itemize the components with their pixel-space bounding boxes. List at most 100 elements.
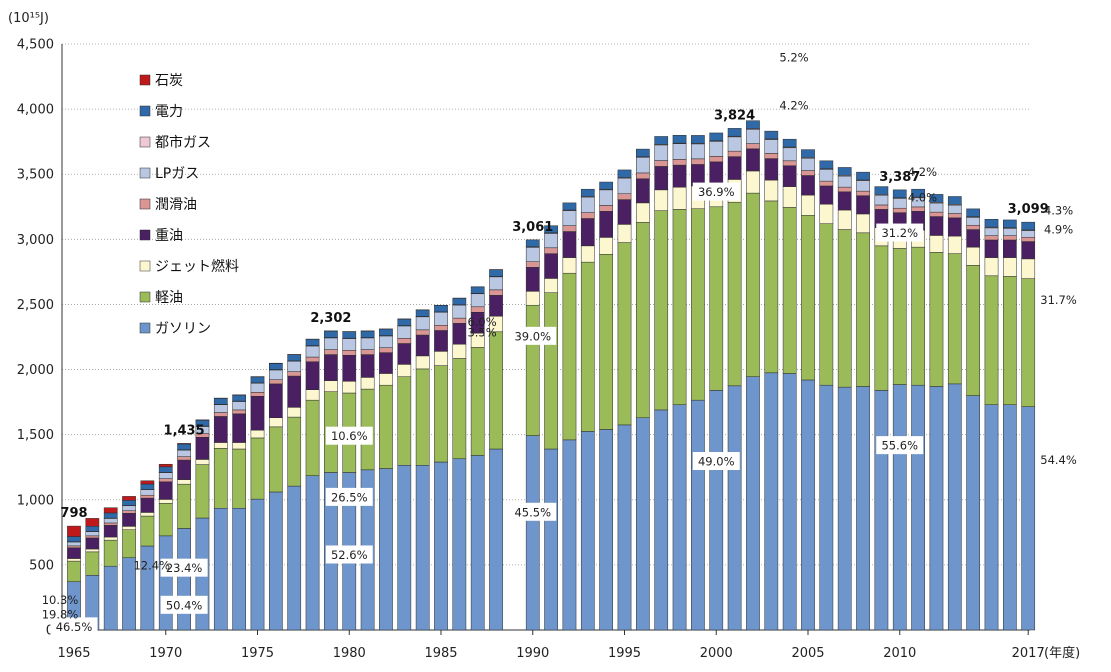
bar-segment	[617, 242, 632, 426]
bar-segment	[672, 143, 687, 160]
bar-segment	[1003, 257, 1017, 277]
bar-segment	[85, 535, 100, 539]
bar-segment	[232, 409, 247, 415]
percent-label: 10.3%	[42, 593, 79, 607]
y-tick-label: 2,000	[17, 363, 54, 378]
bar-segment	[764, 372, 779, 631]
legend-swatch	[139, 167, 151, 179]
bar-segment	[158, 481, 173, 500]
bar-segment	[103, 539, 118, 567]
bar-segment	[672, 186, 687, 210]
legend-swatch	[139, 291, 151, 303]
bar-segment	[727, 156, 742, 180]
bar-segment	[801, 149, 815, 158]
bar-segment	[727, 201, 742, 387]
bar-segment	[232, 394, 247, 402]
x-tick-label: 1965	[57, 646, 90, 661]
y-tick-label: 3,000	[17, 233, 54, 248]
legend-label: 石炭	[155, 73, 183, 89]
bar-segment	[232, 448, 247, 509]
bar-segment	[305, 356, 320, 362]
bar-segment	[1021, 221, 1036, 231]
legend-swatch	[139, 136, 151, 148]
bar-segment	[984, 219, 999, 228]
bar-segment	[379, 347, 393, 353]
bar-segment	[617, 193, 632, 200]
bar-segment	[562, 439, 577, 631]
bar-segment	[122, 505, 136, 511]
legend-label: 潤滑油	[155, 196, 197, 213]
bar-segment	[103, 512, 118, 519]
bar-segment	[122, 526, 136, 530]
bar-segment	[947, 217, 962, 237]
bar-segment	[636, 157, 650, 174]
bar-segment	[746, 129, 760, 144]
bar-segment	[544, 278, 558, 293]
bar-segment	[984, 235, 999, 241]
bar-segment	[636, 417, 650, 631]
bar-segment	[103, 565, 118, 631]
bar-segment	[397, 364, 412, 377]
bar-segment	[617, 424, 632, 631]
bar-segment	[195, 464, 210, 519]
x-tick-label: 1990	[516, 646, 549, 661]
bar-segment	[617, 224, 632, 243]
bar-segment	[213, 404, 228, 413]
bar-segment	[654, 210, 669, 411]
bar-segment	[324, 330, 338, 338]
bar-segment	[562, 231, 577, 258]
bar-segment	[489, 276, 503, 291]
bar-segment	[305, 475, 320, 631]
bar-segment	[213, 507, 228, 631]
bar-segment	[966, 225, 980, 230]
bar-segment	[819, 169, 834, 182]
percent-label-box	[692, 452, 740, 471]
percent-label: 52.6%	[331, 548, 368, 562]
bar-segment	[324, 337, 338, 350]
percent-label: 31.7%	[1040, 293, 1077, 307]
bar-segment	[360, 354, 375, 378]
bar-segment	[856, 386, 870, 631]
bar-segment	[379, 328, 393, 336]
bar-segment	[434, 312, 448, 326]
bar-segment	[966, 208, 980, 217]
bar-segment	[452, 343, 467, 359]
bar-segment	[250, 498, 265, 631]
bar-segment	[947, 253, 962, 385]
bar-segment	[654, 136, 669, 145]
bar-segment	[672, 404, 687, 631]
bar-segment	[672, 209, 687, 405]
percent-label-box	[876, 223, 924, 242]
legend-label: 重油	[155, 228, 183, 244]
y-tick-label: 1,000	[17, 493, 54, 508]
percent-label-box	[160, 558, 208, 577]
total-label: 3,824	[714, 108, 755, 123]
bar-segment	[269, 417, 283, 428]
bar-segment	[287, 354, 302, 362]
total-label: 2,302	[310, 311, 351, 326]
percent-label: 49.0%	[698, 455, 735, 469]
bar-segment	[746, 192, 760, 377]
bar-segment	[287, 416, 302, 487]
bar-segment	[636, 178, 650, 204]
bar-segment	[305, 345, 320, 358]
x-tick-label: 1975	[241, 646, 274, 661]
y-tick-label: 2,500	[17, 298, 54, 313]
bar-segment	[213, 416, 228, 443]
percent-label-box	[325, 487, 373, 506]
bar-segment	[837, 209, 852, 230]
percent-label: 36.9%	[698, 185, 735, 199]
bar-segment	[269, 491, 283, 631]
bar-segment	[287, 407, 302, 418]
bar-segment	[929, 386, 944, 631]
bar-segment	[599, 181, 613, 190]
bar-segment	[525, 304, 540, 436]
bar-segment	[452, 323, 467, 345]
bar-segment	[269, 426, 283, 493]
bar-segment	[929, 211, 944, 217]
bar-segment	[966, 265, 980, 396]
bar-segment	[122, 529, 136, 558]
bar-segment	[580, 212, 595, 219]
bar-segment	[947, 383, 962, 631]
bar-segment	[397, 338, 412, 344]
